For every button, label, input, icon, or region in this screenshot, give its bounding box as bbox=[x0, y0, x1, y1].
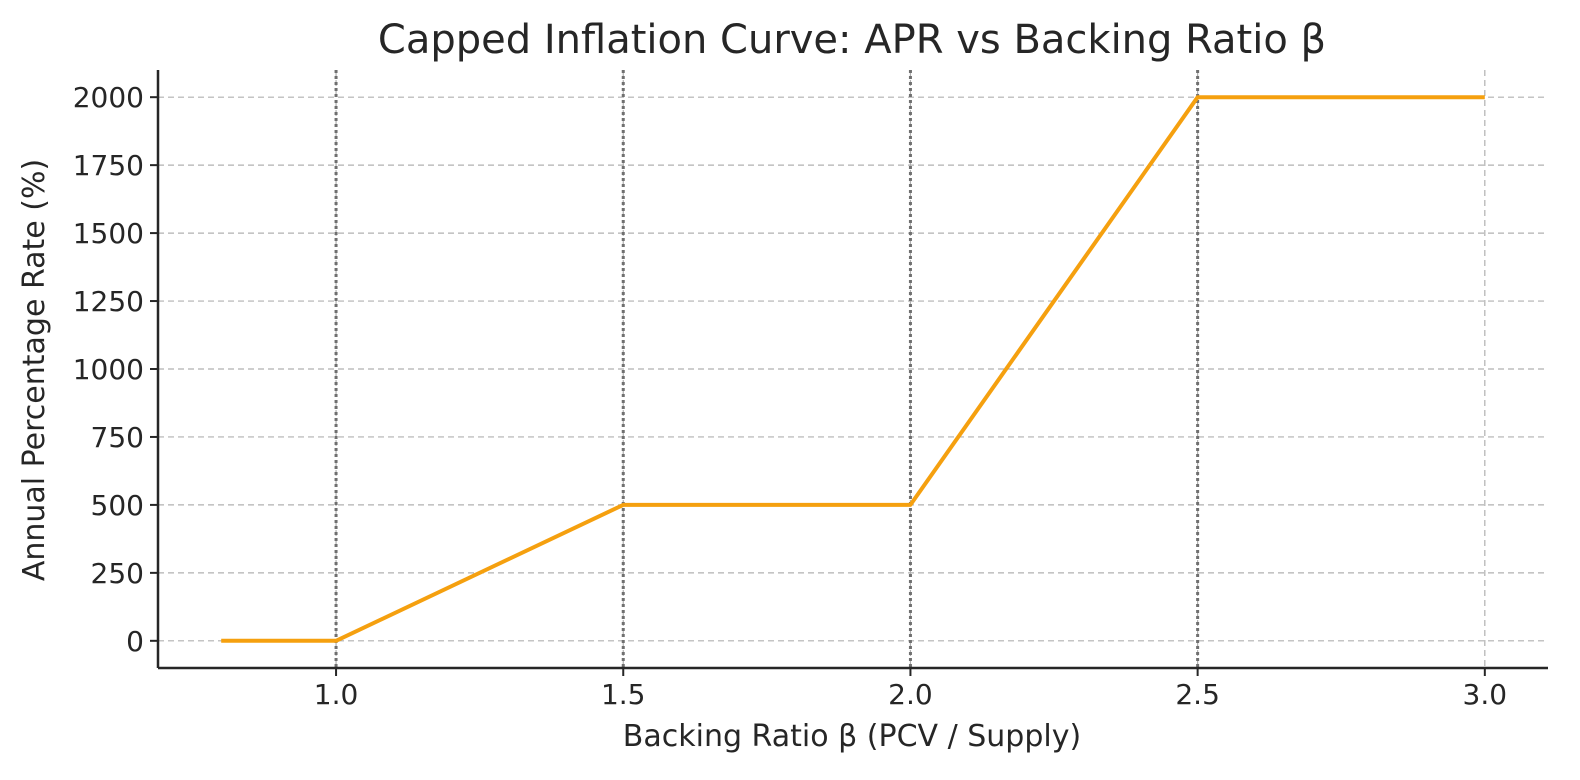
y-tick-label: 0 bbox=[126, 625, 144, 658]
x-tick-label: 1.5 bbox=[601, 678, 646, 711]
series-line bbox=[221, 95, 1485, 643]
y-tick-label: 250 bbox=[91, 557, 144, 590]
x-tick-label: 2.5 bbox=[1175, 678, 1220, 711]
y-tick-label: 1750 bbox=[73, 149, 144, 182]
y-tick-label: 500 bbox=[91, 489, 144, 522]
grid bbox=[158, 70, 1548, 668]
y-tick-label: 750 bbox=[91, 421, 144, 454]
breakpoint-lines bbox=[334, 70, 1200, 668]
tick-labels: 0 250 500 750 1000 1250 1500 1750 2000 1.0 1.5 2.0 2… bbox=[73, 81, 1507, 711]
series-layer bbox=[221, 95, 1485, 643]
x-tick-label: 2.0 bbox=[888, 678, 933, 711]
y-tick-label: 1000 bbox=[73, 353, 144, 386]
y-tick-label: 1250 bbox=[73, 285, 144, 318]
x-tick-label: 3.0 bbox=[1463, 678, 1508, 711]
y-tick-label: 1500 bbox=[73, 217, 144, 250]
x-axis-label: Backing Ratio β (PCV / Supply) bbox=[623, 719, 1081, 754]
y-tick-label: 2000 bbox=[73, 81, 144, 114]
x-tick-label: 1.0 bbox=[314, 678, 359, 711]
chart-title: Capped Inflation Curve: APR vs Backing R… bbox=[378, 17, 1326, 63]
y-axis-label: Annual Percentage Rate (%) bbox=[17, 159, 52, 581]
axes bbox=[150, 70, 1548, 676]
